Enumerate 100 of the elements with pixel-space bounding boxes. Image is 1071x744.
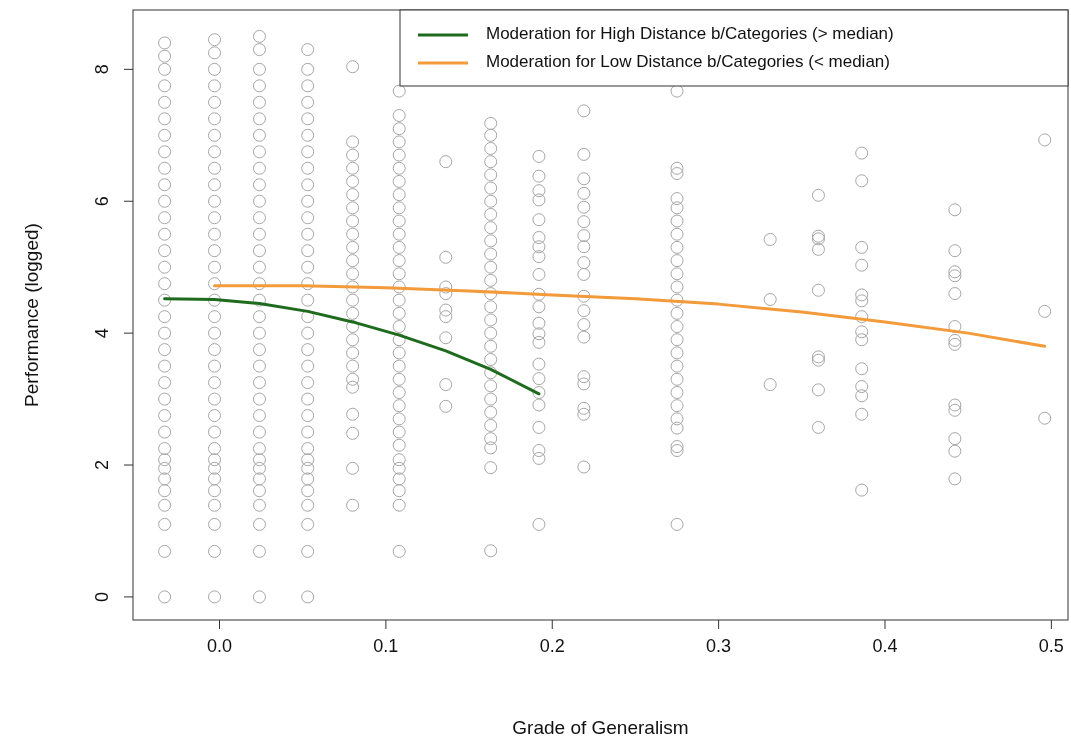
point (158, 95, 172, 109)
point (208, 95, 222, 109)
point (301, 453, 315, 467)
point (346, 461, 360, 475)
point (208, 472, 222, 486)
point (301, 544, 315, 558)
point (301, 79, 315, 93)
point (532, 213, 546, 227)
point (252, 472, 266, 486)
legend-label: Moderation for Low Distance b/Categories (< median) (486, 52, 890, 72)
point (532, 267, 546, 281)
point (577, 460, 591, 474)
point (301, 392, 315, 406)
point (811, 420, 825, 434)
point (346, 60, 360, 74)
point (346, 359, 360, 373)
point (670, 399, 684, 413)
point (484, 141, 498, 155)
point (252, 29, 266, 43)
point (670, 359, 684, 373)
point (484, 234, 498, 248)
point (158, 227, 172, 241)
point (439, 287, 453, 301)
point (346, 426, 360, 440)
point (670, 84, 684, 98)
point (301, 293, 315, 307)
point (670, 385, 684, 399)
point (346, 407, 360, 421)
point (670, 192, 684, 206)
point (208, 326, 222, 340)
point (855, 174, 869, 188)
point (855, 146, 869, 160)
point (532, 420, 546, 434)
point (158, 277, 172, 291)
point (208, 517, 222, 531)
point (158, 453, 172, 467)
point (208, 277, 222, 291)
point (670, 421, 684, 435)
point (158, 112, 172, 126)
point (208, 244, 222, 258)
point (484, 247, 498, 261)
point (948, 269, 962, 283)
x-tick-label: 0.4 (872, 636, 898, 656)
point (670, 440, 684, 454)
point (301, 43, 315, 57)
point (484, 128, 498, 142)
point (252, 544, 266, 558)
point (158, 260, 172, 274)
x-tick-label: 0.1 (373, 636, 399, 656)
point (158, 211, 172, 225)
point (670, 333, 684, 347)
point (158, 376, 172, 390)
point (577, 377, 591, 391)
point (301, 326, 315, 340)
point (301, 498, 315, 512)
point (208, 442, 222, 456)
point (392, 240, 406, 254)
point (532, 231, 546, 245)
point (301, 260, 315, 274)
point (948, 244, 962, 258)
point (252, 425, 266, 439)
point (948, 472, 962, 486)
point (158, 194, 172, 208)
point (252, 442, 266, 456)
point (208, 128, 222, 142)
point (252, 293, 266, 307)
point (301, 161, 315, 175)
point (252, 145, 266, 159)
point (670, 412, 684, 426)
point (158, 79, 172, 93)
point (252, 484, 266, 498)
point (392, 148, 406, 162)
point (948, 398, 962, 412)
point (301, 376, 315, 390)
point (577, 147, 591, 161)
point (208, 211, 222, 225)
point (158, 62, 172, 76)
point (158, 310, 172, 324)
point (346, 254, 360, 268)
point (392, 472, 406, 486)
point (392, 544, 406, 558)
point (484, 432, 498, 446)
point (392, 346, 406, 360)
point (670, 372, 684, 386)
point (208, 498, 222, 512)
point (301, 359, 315, 373)
point (158, 484, 172, 498)
point (577, 215, 591, 229)
point (948, 432, 962, 446)
point (577, 229, 591, 243)
point (208, 544, 222, 558)
point (392, 135, 406, 149)
point (301, 112, 315, 126)
point (158, 145, 172, 159)
point (208, 376, 222, 390)
point (346, 161, 360, 175)
point (208, 461, 222, 475)
point (532, 300, 546, 314)
point (301, 244, 315, 258)
point (158, 590, 172, 604)
